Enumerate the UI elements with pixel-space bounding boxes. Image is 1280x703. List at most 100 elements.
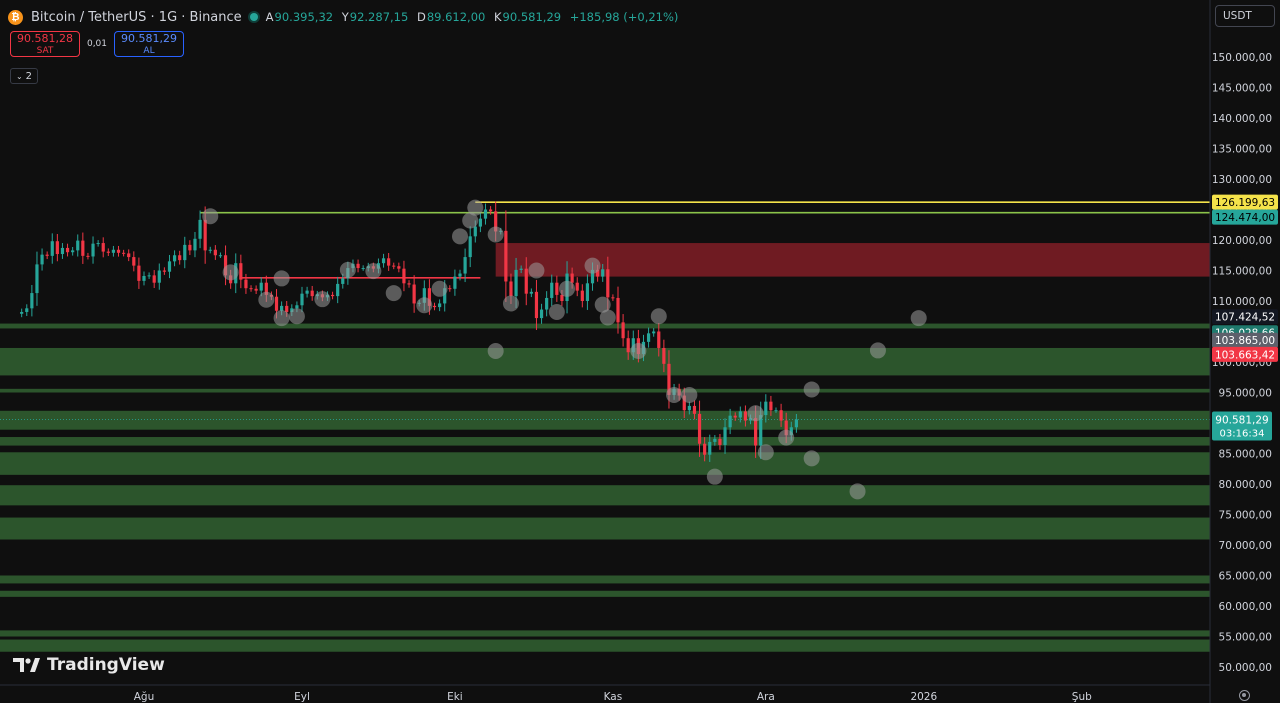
marker-circle — [666, 386, 683, 403]
marker-circle — [849, 483, 866, 500]
candle-body — [789, 427, 793, 436]
candle-body — [621, 322, 625, 339]
y-tick-label: 115.000,00 — [1212, 266, 1272, 278]
candle-body — [662, 347, 666, 364]
ohlc-open-key: A — [265, 10, 274, 24]
marker-circle — [584, 257, 601, 274]
marker-circle — [462, 212, 479, 229]
y-tick-label: 95.000,00 — [1219, 388, 1272, 400]
marker-circle — [757, 444, 774, 461]
time-axis[interactable]: Ağu Eyl Eki Kas Ara 2026 Şub — [134, 691, 1092, 703]
marker-circle — [778, 429, 795, 446]
indicators-toggle[interactable]: ⌄ 2 — [10, 68, 38, 84]
candle — [412, 275, 416, 313]
candle-body — [167, 261, 172, 272]
price-labels-layer: 126.199,63124.474,00107.424,52106.028,66… — [1212, 194, 1278, 441]
y-tick-label: 130.000,00 — [1212, 174, 1272, 186]
candle-body — [718, 438, 722, 445]
candle — [723, 418, 727, 454]
candle-body — [708, 441, 712, 455]
price-label-box — [1212, 309, 1278, 325]
candle-body — [239, 263, 243, 280]
sell-button[interactable]: 90.581,28 SAT — [10, 31, 80, 57]
candle — [687, 401, 691, 415]
marker-circle — [202, 208, 219, 225]
candle — [172, 250, 177, 267]
candle-body — [412, 284, 416, 304]
candle-body — [524, 268, 528, 294]
candle — [213, 245, 217, 260]
candle-body — [769, 401, 773, 411]
marker-circle — [803, 450, 820, 467]
candle — [65, 243, 70, 257]
candle-body — [539, 309, 544, 319]
symbol-header: ₿ Bitcoin / TetherUS · 1G · Binance A90.… — [8, 6, 678, 28]
green-zone-6 — [0, 452, 1210, 475]
y-tick-label: 120.000,00 — [1212, 235, 1272, 247]
candle-body — [50, 241, 54, 256]
candle-body — [392, 265, 396, 267]
candle-body — [142, 275, 146, 281]
candle-body — [427, 288, 432, 306]
candle-body — [341, 278, 345, 284]
symbol-title[interactable]: Bitcoin / TetherUS · 1G · Binance — [31, 9, 242, 25]
candle-body — [254, 288, 258, 291]
candle-body — [422, 288, 426, 303]
currency-select[interactable]: USDT — [1215, 5, 1275, 27]
candle-body — [381, 258, 386, 264]
candle — [779, 403, 783, 427]
candle-body — [188, 244, 192, 251]
candle-body — [733, 415, 737, 418]
candle-body — [356, 263, 360, 269]
candle — [524, 257, 528, 306]
candle — [162, 267, 166, 275]
candle-body — [570, 273, 574, 283]
candle-body — [387, 258, 391, 266]
candle — [504, 210, 508, 302]
candle-body — [81, 240, 85, 256]
candle — [545, 291, 549, 317]
gear-icon[interactable] — [1239, 690, 1250, 701]
candle — [601, 263, 605, 282]
candle-body — [519, 268, 523, 270]
y-tick-label: 85.000,00 — [1219, 449, 1272, 461]
candle-body — [555, 282, 559, 295]
marker-circle — [594, 296, 611, 313]
candle — [106, 248, 110, 256]
candle — [703, 437, 707, 462]
ohlc-close-key: K — [494, 10, 502, 24]
candle-body — [432, 305, 437, 308]
candle-body — [759, 415, 763, 446]
candle-body — [183, 244, 187, 261]
candle-body — [305, 290, 309, 294]
candle-body — [402, 268, 406, 284]
marker-circle — [416, 297, 433, 314]
candle — [381, 253, 386, 268]
candle-body — [178, 255, 182, 261]
candle-body — [193, 238, 197, 251]
candle-body — [111, 249, 116, 253]
candle-body — [646, 333, 651, 342]
current-price-label: 90.581,29 03:16:34 — [1212, 411, 1272, 441]
marker-circle — [706, 468, 723, 485]
candle — [142, 271, 146, 286]
candle-body — [504, 230, 508, 282]
candle-body — [657, 331, 661, 348]
red-zone-0 — [495, 243, 1210, 277]
price-label-5: 103.663,42 — [1212, 346, 1278, 362]
green-zone-10 — [0, 590, 1210, 597]
candle — [137, 257, 141, 289]
candle — [330, 291, 335, 300]
candle — [127, 249, 131, 262]
buy-button[interactable]: 90.581,29 AL — [114, 31, 184, 57]
candle-body — [560, 294, 564, 301]
green-zone-9 — [0, 575, 1210, 584]
candle — [392, 262, 396, 270]
candle-body — [611, 297, 615, 299]
price-label-4: 103.865,00 — [1212, 332, 1278, 348]
candle — [152, 270, 156, 289]
price-label-box — [1212, 194, 1278, 210]
marker-circle — [747, 405, 764, 422]
y-tick-label: 150.000,00 — [1212, 52, 1272, 64]
